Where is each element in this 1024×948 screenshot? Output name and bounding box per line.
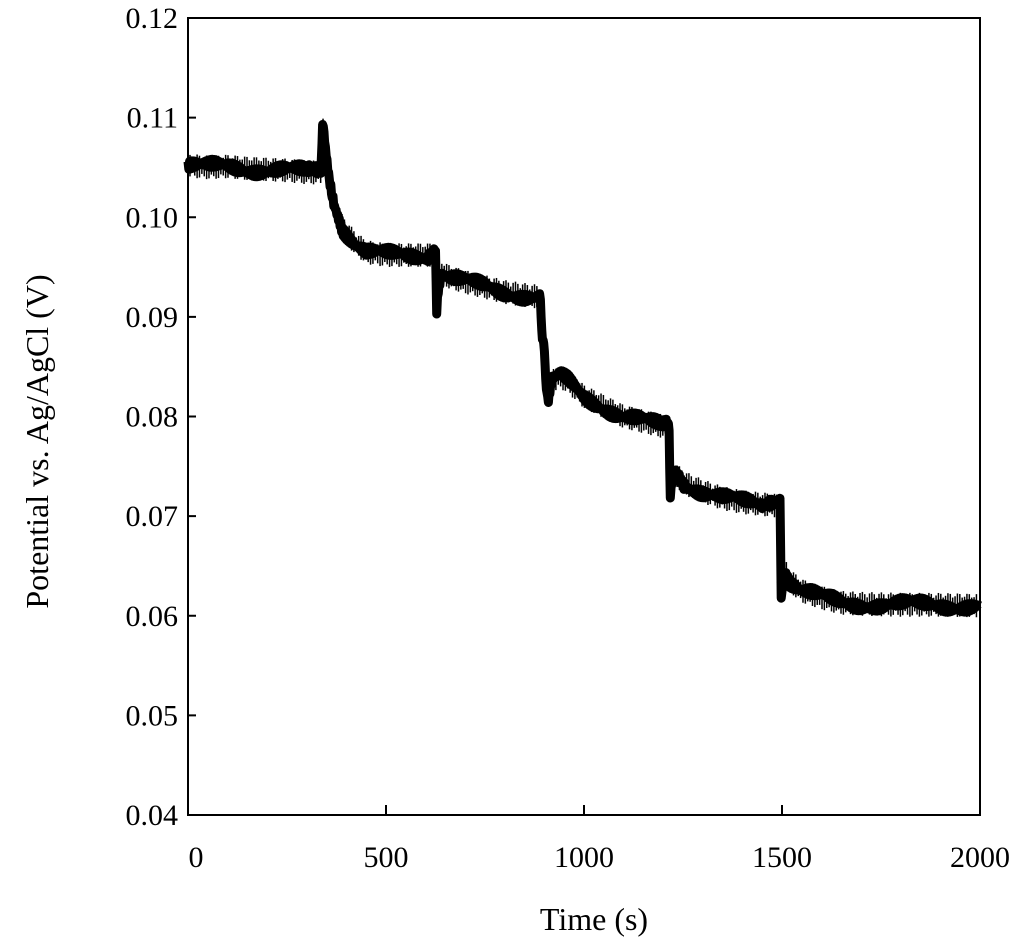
y-tick-label: 0.04 [126,799,179,832]
y-tick-label: 0.07 [126,500,179,533]
series-line-band [183,120,984,617]
y-tick-label: 0.08 [126,401,179,434]
x-tick-label: 1000 [554,841,614,874]
x-axis-title: Time (s) [540,901,648,937]
x-tick-label: 1500 [752,841,812,874]
y-tick-label: 0.06 [126,600,179,633]
y-tick-label: 0.12 [126,2,179,35]
y-tick-label: 0.11 [127,102,178,135]
x-tick-label: 2000 [950,841,1010,874]
plot-frame [187,17,981,816]
y-tick-label: 0.10 [126,201,179,234]
y-tick-label: 0.09 [126,301,179,334]
y-tick-label: 0.05 [126,699,179,732]
y-axis-title: Potential vs. Ag/AgCl (V) [19,274,55,608]
x-tick-label: 500 [364,841,409,874]
x-tick-label: 0 [189,841,204,874]
